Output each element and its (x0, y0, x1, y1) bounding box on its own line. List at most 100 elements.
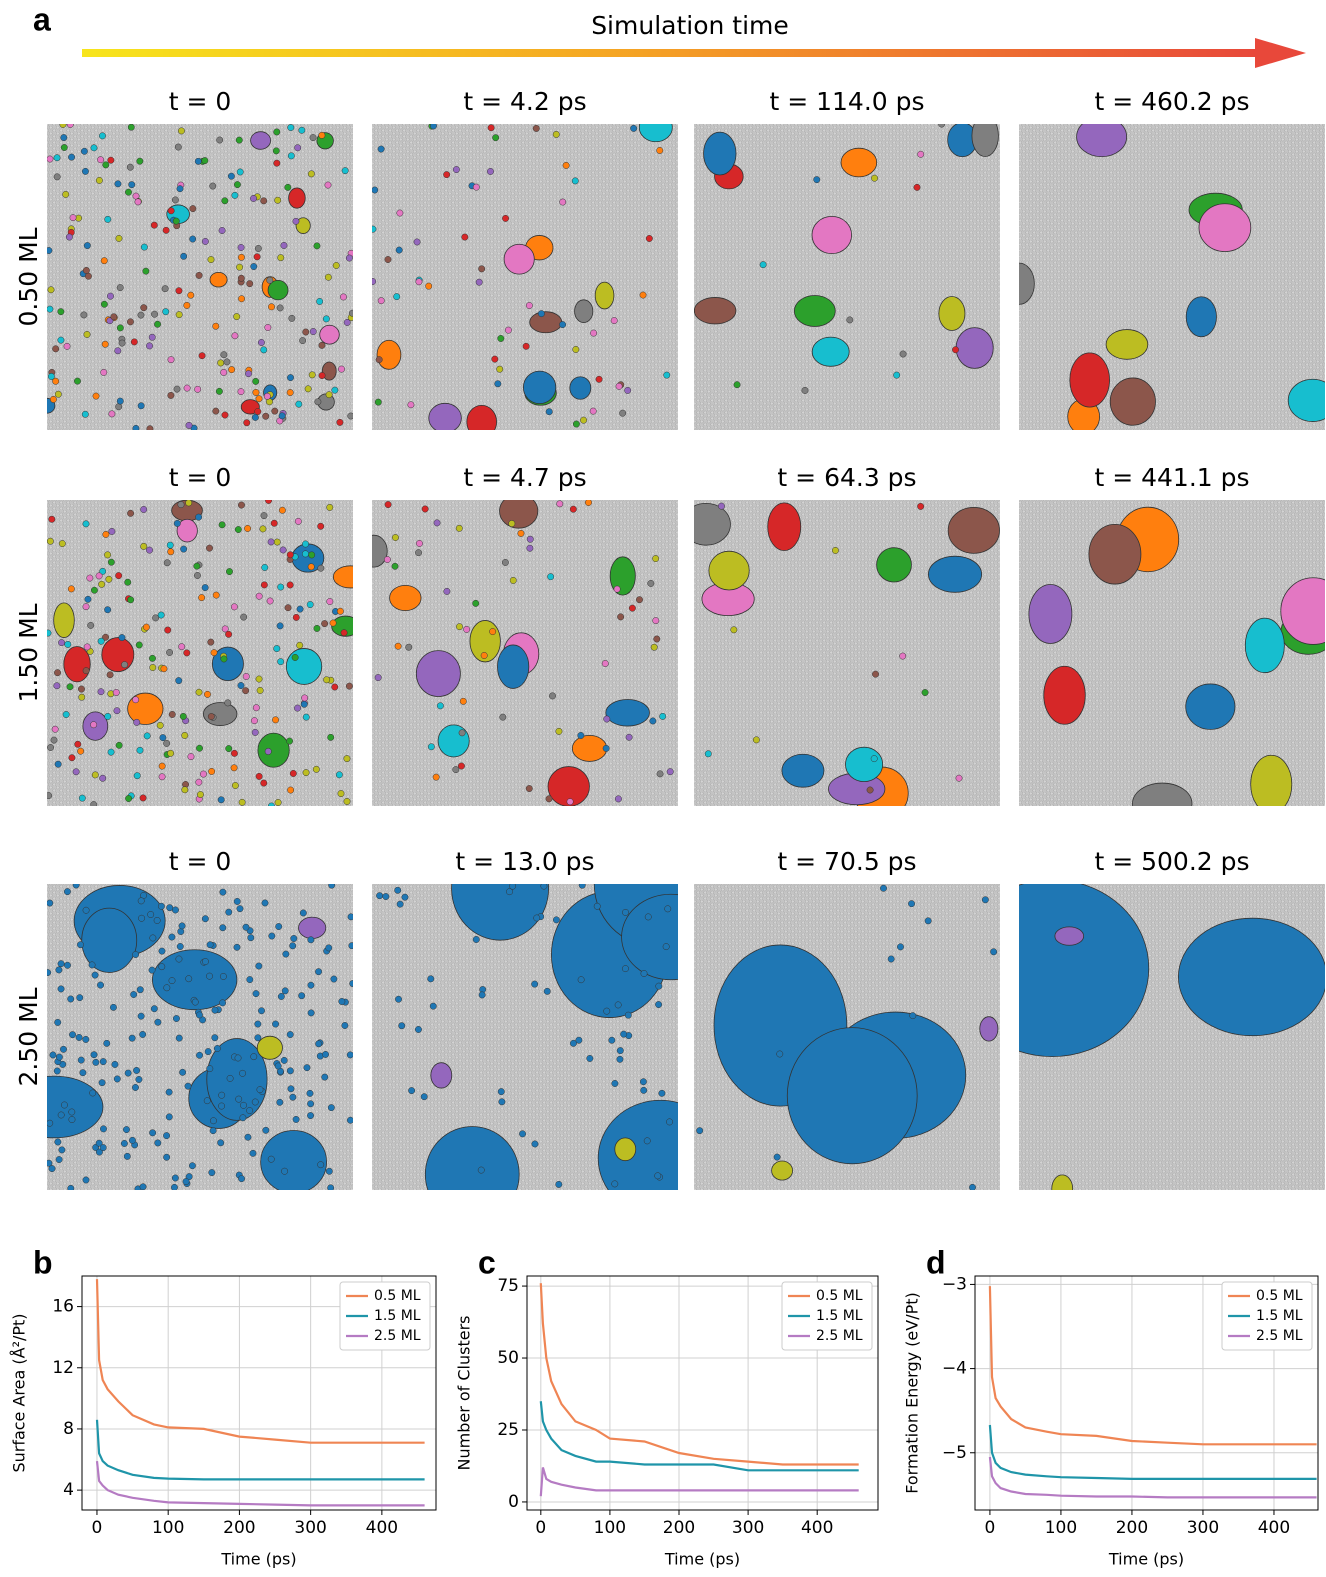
arrow-head (1255, 38, 1306, 68)
adatom (261, 780, 267, 786)
adatom (164, 560, 170, 566)
adatom (578, 977, 584, 983)
adatom (237, 169, 243, 175)
adatom (287, 787, 293, 793)
adatom (888, 956, 894, 962)
adatom (272, 717, 278, 723)
adatom (47, 1120, 53, 1126)
adatom (49, 1165, 55, 1171)
cluster (694, 297, 736, 324)
adatom (206, 545, 212, 551)
adatom (636, 596, 642, 602)
adatom (69, 755, 75, 761)
adatom (416, 279, 422, 285)
adatom (264, 393, 270, 399)
adatom (101, 301, 107, 307)
adatom (66, 234, 72, 240)
adatom (557, 501, 563, 507)
adatom (84, 644, 90, 650)
adatom (319, 372, 325, 378)
adatom (83, 521, 89, 527)
adatom (52, 726, 58, 732)
adatom (288, 1086, 294, 1092)
adatom (51, 737, 57, 743)
adatom (93, 1059, 99, 1065)
adatom (344, 798, 350, 804)
adatom (443, 171, 449, 177)
x-tick-label: 400 (366, 1518, 398, 1538)
adatom (395, 643, 401, 649)
cluster (841, 148, 877, 177)
adatom (265, 748, 271, 754)
adatom (143, 268, 149, 274)
adatom (224, 359, 230, 365)
row-label: 0.50 ML (14, 227, 43, 326)
snapshot (694, 115, 1000, 430)
adatom (510, 577, 516, 583)
adatom (579, 882, 585, 888)
adatom (186, 500, 192, 506)
adatom (376, 892, 382, 898)
adatom (195, 514, 201, 520)
adatom (641, 970, 647, 976)
adatom (98, 581, 104, 587)
adatom (326, 1168, 332, 1174)
adatom (47, 156, 53, 162)
adatom (91, 145, 97, 151)
adatom (277, 1099, 283, 1105)
cluster (1089, 524, 1141, 584)
legend-label: 1.5 ML (374, 1308, 421, 1324)
adatom (272, 1021, 278, 1027)
adatom (238, 254, 244, 260)
cluster (595, 282, 614, 309)
adatom (802, 387, 808, 393)
adatom (206, 973, 212, 979)
adatom (341, 630, 347, 636)
adatom (139, 1031, 145, 1037)
adatom (648, 580, 654, 586)
adatom (277, 623, 283, 629)
adatom (125, 795, 131, 801)
adatom (258, 339, 264, 345)
adatom (234, 313, 240, 319)
adatom (73, 769, 79, 775)
adatom (640, 292, 646, 298)
adatom (220, 889, 226, 895)
adatom (531, 981, 537, 987)
adatom (336, 772, 342, 778)
cluster (431, 1063, 452, 1088)
adatom (498, 335, 504, 341)
adatom (138, 1013, 144, 1019)
adatom (79, 795, 85, 801)
cluster (1186, 297, 1216, 337)
adatom (262, 564, 268, 570)
adatom (67, 996, 73, 1002)
adatom (293, 218, 299, 224)
cluster (787, 1028, 917, 1164)
adatom (563, 162, 569, 168)
adatom (559, 321, 565, 327)
adatom (478, 1167, 484, 1173)
adatom (397, 210, 403, 216)
adatom (302, 551, 308, 557)
y-axis-label: Number of Clusters (455, 1316, 474, 1471)
adatom (251, 717, 257, 723)
cluster (794, 296, 835, 327)
adatom (956, 775, 962, 781)
cluster (1029, 585, 1072, 644)
adatom (982, 897, 988, 903)
adatom (666, 1119, 672, 1125)
adatom (287, 1068, 293, 1074)
panel-label: a (33, 1, 51, 37)
adatom (659, 713, 665, 719)
adatom (91, 801, 97, 807)
adatom (161, 666, 167, 672)
cluster (438, 725, 469, 757)
cluster (782, 754, 824, 787)
adatom (121, 1140, 127, 1146)
adatom (541, 883, 547, 889)
adatom (617, 1047, 623, 1053)
adatom (225, 631, 231, 637)
adatom (696, 1127, 702, 1133)
adatom (221, 656, 227, 662)
